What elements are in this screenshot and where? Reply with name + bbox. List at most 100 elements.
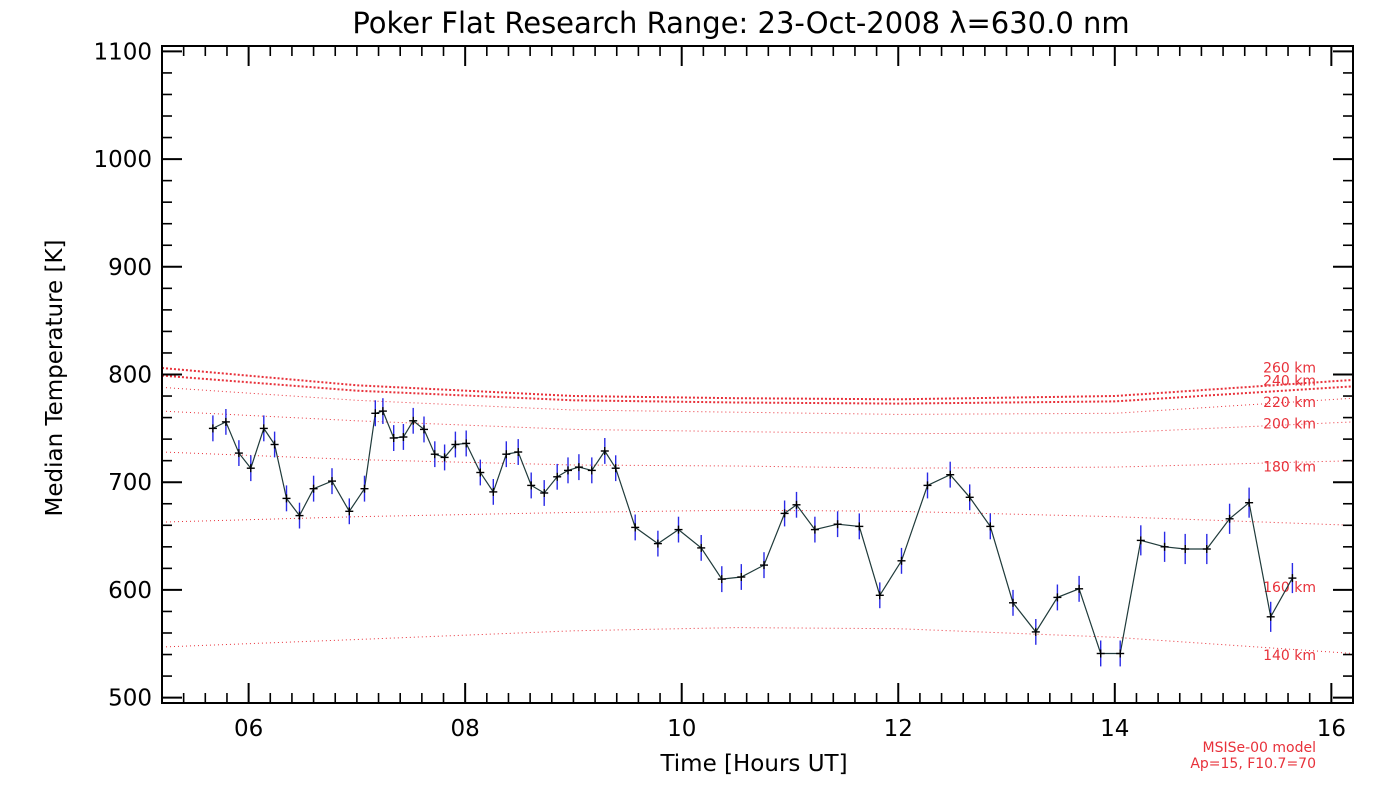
data-point [631,523,640,532]
model-curves: 140 km 160 km 180 km 200 km 220 km 240 km260 … [161,360,1354,664]
data-point [697,543,706,552]
model-curve [161,410,1354,435]
data-point [259,424,268,433]
model-curve-label: 160 km [1263,580,1316,596]
data-point [760,561,768,570]
data-point [502,450,511,459]
chart-title: Poker Flat Research Range: 23-Oct-2008 λ… [352,6,1129,40]
x-tick-label: 06 [234,716,263,742]
data-point [946,470,955,479]
data-point [246,464,255,473]
data-point [1096,649,1105,658]
data-point [451,440,460,449]
data-point [234,449,243,458]
data-point [553,472,562,481]
data-point [810,525,819,534]
data-point [897,556,906,565]
model-curve [161,509,1354,526]
y-tick-label: 900 [108,255,152,281]
data-point [600,447,609,455]
x-tick-label: 12 [884,716,913,742]
data-point [965,493,974,502]
data-point [875,591,884,600]
y-tick-label: 500 [108,686,152,712]
plot-frame [161,45,1354,704]
data-point [674,525,683,534]
data-point [221,417,230,426]
data-point [1160,542,1169,551]
data-point [476,468,485,477]
data-point [440,453,449,462]
data-point [1009,598,1017,607]
data-point [1053,593,1062,602]
model-curve [161,367,1354,401]
data-point [282,494,291,503]
x-tick-label: 16 [1317,716,1346,742]
data-point [792,500,801,509]
data-point [986,522,995,531]
data-point [328,477,336,486]
model-curve [161,451,1354,469]
data-point [295,511,304,520]
y-tick-label: 700 [108,470,152,496]
data-point [1116,649,1125,658]
data-point [653,539,662,548]
data-point [1031,627,1040,636]
x-axis-label: Time [Hours UT] [659,751,847,777]
data-point [717,575,726,584]
data-point [833,520,842,529]
y-tick-label: 800 [108,363,152,389]
model-note-line: Ap=15, F10.7=70 [1190,756,1316,772]
model-note-line: MSISe-00 model [1202,740,1316,756]
data-point [270,440,279,449]
temperature-line [212,410,1293,655]
data-point [462,439,471,448]
data-point [855,522,864,531]
model-curve [161,627,1354,654]
x-tick-label: 08 [451,716,480,742]
data-point [1075,584,1084,593]
model-curve-label: 140 km [1263,648,1316,664]
data-point [514,448,523,456]
x-tick-label: 14 [1100,716,1129,742]
model-curve-label: 260 km [1263,360,1316,376]
y-tick-label: 1000 [93,147,152,173]
data-point [489,487,498,496]
data-point [420,425,428,434]
data-point [309,484,318,493]
data-point [1266,612,1275,621]
data-point [527,481,536,490]
data-point [345,507,354,516]
data-point [587,466,596,475]
data-point [1245,498,1254,507]
y-axis-label: Median Temperature [K] [42,240,68,517]
data-point [378,407,387,416]
model-curve [161,374,1354,405]
data-point [1181,545,1190,553]
data-point [564,466,572,475]
data-point [399,433,408,441]
data-point [780,509,789,518]
data-point [574,463,583,472]
data-point [430,450,439,459]
data-point [1202,545,1211,553]
data-point [737,573,746,581]
data-point [371,409,380,418]
data-series [208,398,1297,667]
data-point [360,484,369,493]
model-curve-label: 200 km [1263,416,1316,432]
axes: 500 600 700 800 900 1000 1100 06 08 10 12 14 16 [93,39,1354,742]
data-point [540,489,549,497]
data-point [923,481,932,490]
y-tick-label: 600 [108,578,152,604]
data-point [389,434,398,442]
model-curve-label: 180 km [1263,459,1316,475]
data-point [1225,514,1234,523]
model-curve-label: 220 km [1263,395,1316,411]
data-point [1136,536,1145,545]
y-tick-label: 1100 [93,39,152,65]
model-curve-label: 240 km [1263,373,1316,389]
data-point [611,464,620,473]
